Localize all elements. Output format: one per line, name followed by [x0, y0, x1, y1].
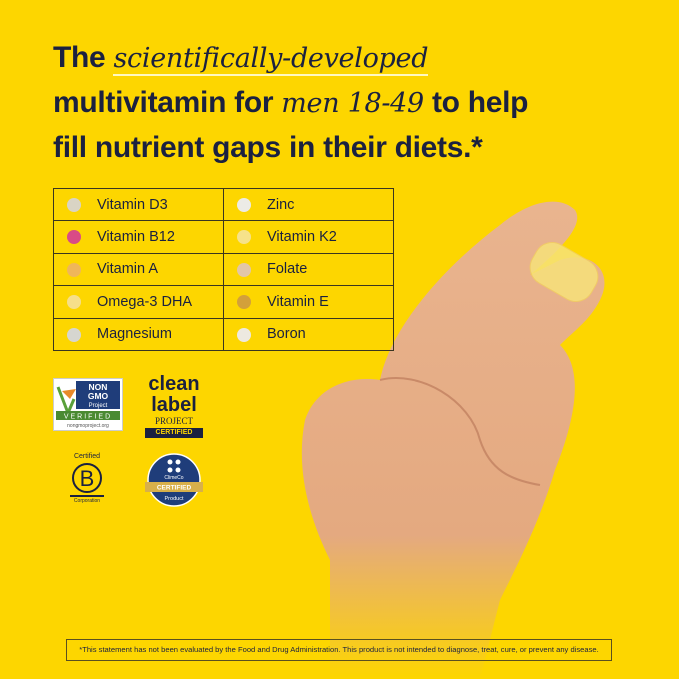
svg-text:ClimeCo: ClimeCo: [164, 475, 183, 481]
nutrient-name: Vitamin K2: [267, 229, 337, 246]
svg-text:GMO: GMO: [88, 391, 109, 401]
non-gmo-logo: NON GMO Project VERIFIED nongmoproject.org: [53, 378, 123, 431]
nutrient-table: Vitamin D3 Zinc Vitamin B12 Vitamin K2 Vitam…: [53, 187, 394, 351]
nutrient-row: Vitamin A Folate: [53, 252, 394, 287]
fda-disclaimer: *This statement has not been evaluated b…: [66, 639, 612, 661]
nutrient-cell: Magnesium: [53, 317, 224, 351]
nutrient-color-dot-icon: [67, 230, 81, 245]
nutrient-name: Vitamin B12: [97, 229, 175, 246]
climeco-certified-logo: ClimeCo CERTIFIED Product: [145, 453, 203, 508]
nutrient-row: Magnesium Boron: [53, 317, 394, 351]
nutrient-name: Boron: [267, 326, 306, 343]
nutrient-row: Vitamin B12 Vitamin K2: [53, 220, 394, 254]
nutrient-name: Vitamin D3: [97, 196, 168, 213]
nutrient-color-dot-icon: [237, 230, 251, 245]
nutrient-color-dot-icon: [67, 262, 81, 277]
nutrient-name: Vitamin A: [97, 261, 158, 278]
nutrient-cell: Vitamin K2: [223, 220, 394, 254]
headline-italic: men 18-49: [281, 88, 424, 119]
nutrient-color-dot-icon: [237, 198, 251, 212]
svg-text:VERIFIED: VERIFIED: [64, 414, 112, 421]
nutrient-cell: Vitamin E: [223, 285, 394, 319]
nutrient-name: Magnesium: [97, 326, 172, 343]
svg-text:nongmoproject.org: nongmoproject.org: [67, 423, 109, 429]
svg-text:Product: Product: [165, 496, 184, 502]
nutrient-name: Vitamin E: [267, 293, 329, 310]
nutrient-cell: Omega-3 DHA: [53, 285, 224, 319]
nutrient-name: Zinc: [267, 196, 295, 213]
headline-text: fill nutrient gaps in their diets.*: [53, 131, 483, 164]
nutrient-cell: Zinc: [223, 187, 394, 222]
svg-text:NON: NON: [89, 382, 108, 392]
clean-label-project-logo: clean label PROJECT CERTIFIED: [143, 374, 205, 439]
nutrient-cell: Vitamin B12: [53, 220, 224, 254]
svg-text:Project: Project: [89, 403, 108, 409]
nutrient-name: Folate: [267, 261, 308, 278]
headline-text: to help: [423, 86, 529, 119]
headline-text: multivitamin for: [53, 86, 282, 119]
nutrient-color-dot-icon: [237, 295, 251, 310]
nutrient-cell: Vitamin D3: [53, 187, 224, 222]
nutrient-name: Omega-3 DHA: [97, 293, 193, 310]
nutrient-row: Vitamin D3 Zinc: [53, 187, 394, 222]
nutrient-color-dot-icon: [67, 198, 81, 212]
svg-text:CERTIFIED: CERTIFIED: [157, 485, 192, 492]
nutrient-cell: Vitamin A: [53, 252, 224, 287]
headline: The scientifically-developed multivitami…: [53, 36, 529, 170]
b-corp-logo: Certified B Corporation: [66, 453, 108, 505]
headline-text: The: [53, 41, 114, 74]
nutrient-row: Omega-3 DHA Vitamin E: [53, 285, 394, 319]
nutrient-color-dot-icon: [67, 295, 81, 310]
nutrient-cell: Folate: [223, 252, 394, 287]
nutrient-color-dot-icon: [67, 327, 81, 342]
nutrient-color-dot-icon: [237, 262, 251, 277]
headline-italic: scientifically-developed: [113, 43, 429, 76]
nutrient-color-dot-icon: [237, 327, 251, 342]
nutrient-cell: Boron: [223, 317, 394, 351]
